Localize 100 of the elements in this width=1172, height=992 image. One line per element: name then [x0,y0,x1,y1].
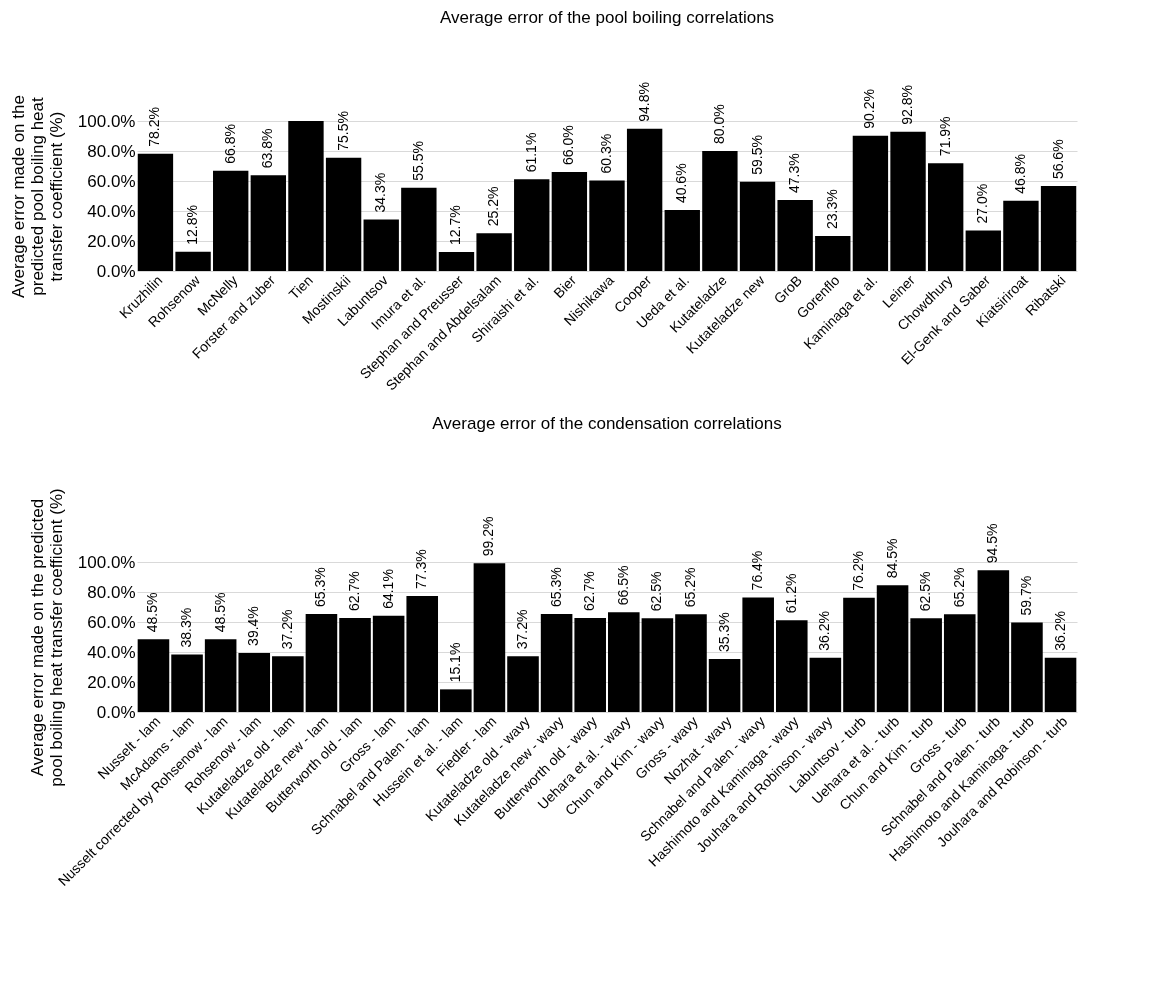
data-label: 77.3% [413,549,430,590]
bar [325,157,362,271]
bar [473,563,506,712]
data-label: 15.1% [446,642,463,683]
bar [175,251,211,271]
bar [1003,200,1039,271]
data-label: 92.8% [899,85,916,125]
bar [890,131,926,271]
bar [876,585,909,712]
bar [406,596,439,712]
chart-title: Average error of the pool boiling correlations [439,8,775,28]
bar [171,654,203,712]
bar [1044,657,1077,712]
bar [843,597,875,712]
bar [339,617,371,712]
data-label: 65.3% [312,567,329,608]
bar [927,163,964,271]
data-label: 59.7% [1017,575,1034,616]
bar [137,153,174,271]
data-label: 59.5% [748,135,765,175]
data-label: 37.2% [278,609,295,650]
data-label: 12.7% [447,205,464,245]
data-label: 66.0% [560,125,577,165]
bar [943,614,976,712]
data-label: 94.8% [635,82,652,122]
data-label: 36.2% [816,611,833,651]
data-label: 65.2% [950,567,967,608]
bar [288,121,324,271]
data-label: 23.3% [823,189,840,230]
y-tick-label: 0.0% [96,261,136,281]
bar [272,656,304,712]
bar [1040,186,1077,271]
bar [540,614,573,712]
data-label: 65.3% [547,567,564,608]
bar [815,236,851,271]
bar [589,180,625,271]
data-label: 90.2% [861,89,878,129]
data-label: 75.5% [334,111,351,151]
data-label: 65.2% [681,567,698,608]
bar [664,210,700,271]
chart-title: Average error of the condensation correlations [432,413,782,433]
data-label: 61.1% [522,132,539,173]
bar [809,657,842,712]
bar [742,597,774,712]
data-label: 47.3% [786,153,803,194]
data-label: 39.4% [245,606,262,646]
data-label: 62.7% [346,571,363,611]
bar [440,689,472,712]
y-axis-title: Average error made on the predicted pool boiling heat transfer coefficient (%) [8,95,66,298]
data-label: 94.5% [984,523,1001,564]
y-tick-label: 100.0% [77,552,136,572]
bar [977,570,1010,712]
data-label: 71.9% [936,116,953,157]
y-tick-label: 60.0% [87,612,136,632]
data-label: 76.2% [849,551,866,591]
y-tick-label: 40.0% [87,642,136,662]
data-label: 12.8% [184,205,201,245]
bar [965,230,1001,271]
bar [507,656,539,712]
data-label: 78.2% [146,107,163,147]
data-label: 40.6% [673,163,690,204]
data-label: 56.6% [1049,139,1066,180]
data-label: 25.2% [485,186,502,227]
bar [514,179,550,271]
data-label: 38.3% [178,607,195,648]
bar [777,200,813,271]
data-label: 27.0% [974,183,991,224]
bar [775,620,808,712]
data-label: 76.4% [749,550,766,591]
bar [910,618,942,712]
bar [551,172,588,271]
data-label: 62.5% [648,571,665,612]
bar [137,639,170,712]
y-axis-title: Average error made on the predicted pool boiling heat transfer coefficient (%) [27,488,66,787]
data-label: 35.3% [715,612,732,653]
bar [363,219,399,271]
data-label: 62.5% [917,571,934,612]
data-label: 48.5% [144,592,161,633]
bar [702,151,738,271]
bar [708,659,741,712]
y-tick-label: 40.0% [87,201,136,221]
y-tick-label: 20.0% [87,672,136,692]
y-tick-label: 0.0% [96,702,136,722]
y-tick-label: 20.0% [87,231,136,251]
bar [739,181,776,271]
bar [476,233,512,271]
bar [238,652,271,712]
data-label: 80.0% [710,104,727,144]
bar [372,615,405,712]
bar [852,135,889,271]
y-tick-label: 60.0% [87,171,136,191]
bar [641,618,674,712]
bar [213,170,249,271]
data-label: 66.5% [614,565,631,606]
data-label: 61.2% [782,573,799,614]
bar [250,175,287,271]
data-label: 46.8% [1011,154,1028,194]
data-label: 84.5% [883,538,900,579]
bar [626,128,663,271]
y-tick-label: 80.0% [87,582,136,602]
